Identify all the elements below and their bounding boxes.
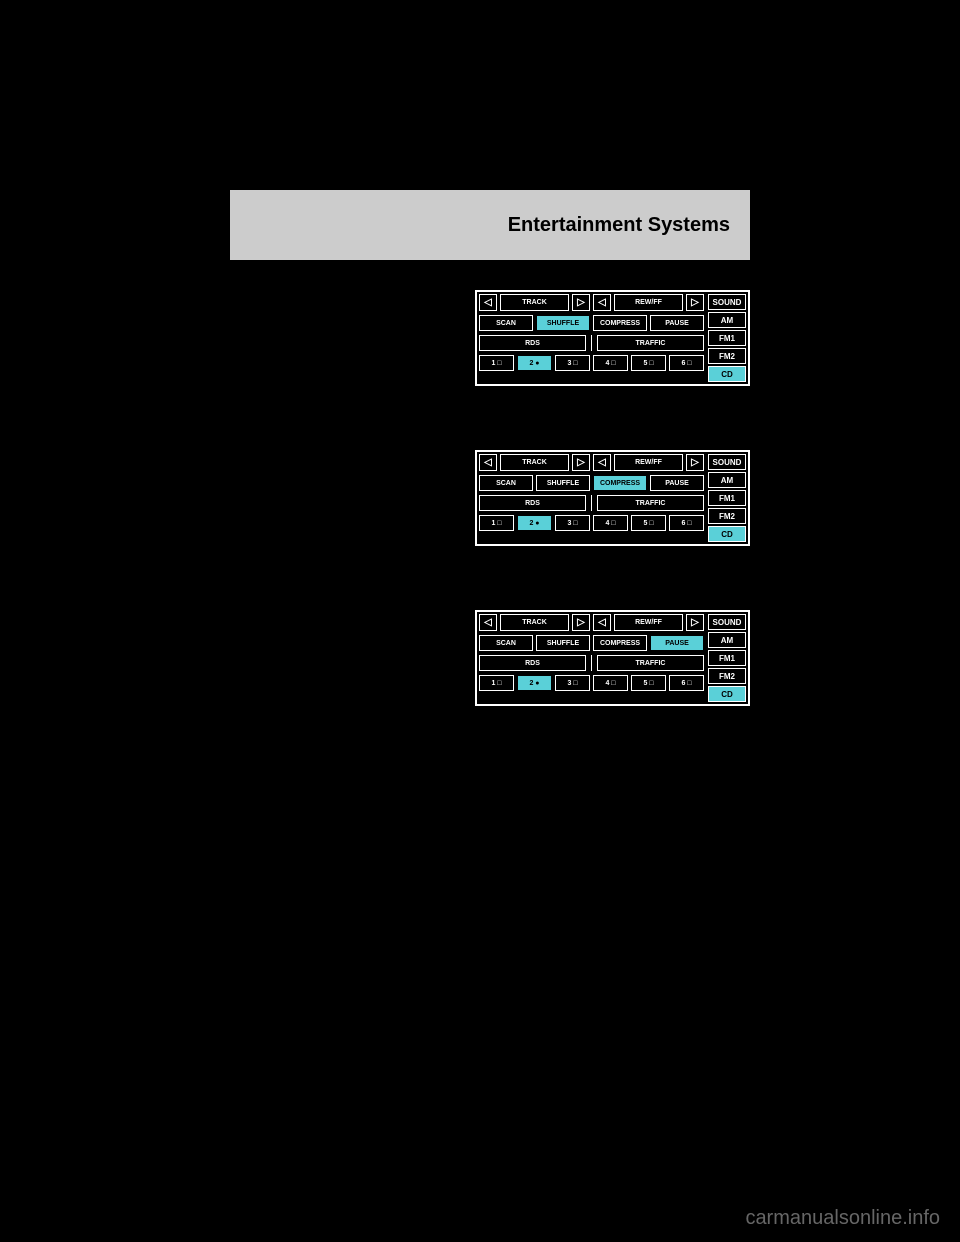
divider bbox=[591, 495, 592, 511]
track-prev-button[interactable]: ◁ bbox=[479, 614, 497, 631]
pause-button[interactable]: PAUSE bbox=[650, 475, 704, 491]
cd-button[interactable]: CD bbox=[708, 526, 746, 542]
fm2-button[interactable]: FM2 bbox=[708, 508, 746, 524]
sound-button[interactable]: SOUND bbox=[708, 614, 746, 630]
sound-button[interactable]: SOUND bbox=[708, 454, 746, 470]
preset-button-3[interactable]: 3 □ bbox=[555, 675, 590, 691]
preset-button-4[interactable]: 4 □ bbox=[593, 675, 628, 691]
preset-button-1[interactable]: 1 □ bbox=[479, 515, 514, 531]
cd-button[interactable]: CD bbox=[708, 686, 746, 702]
preset-button-1[interactable]: 1 □ bbox=[479, 355, 514, 371]
shuffle-button[interactable]: SHUFFLE bbox=[536, 315, 590, 331]
pause-button[interactable]: PAUSE bbox=[650, 315, 704, 331]
preset-button-6[interactable]: 6 □ bbox=[669, 675, 704, 691]
track-prev-button[interactable]: ◁ bbox=[479, 294, 497, 311]
cd-button[interactable]: CD bbox=[708, 366, 746, 382]
radio-panel: ◁ TRACK ▷ ◁ REW/FF ▷ SCAN SHUFFLE COMPRE… bbox=[475, 290, 750, 386]
preset-button-3[interactable]: 3 □ bbox=[555, 515, 590, 531]
compress-button[interactable]: COMPRESS bbox=[593, 315, 647, 331]
rew-button[interactable]: ◁ bbox=[593, 454, 611, 471]
rds-button[interactable]: RDS bbox=[479, 655, 586, 671]
content-section: ◁ TRACK ▷ ◁ REW/FF ▷ SCAN SHUFFLE COMPRE… bbox=[230, 290, 750, 420]
rds-button[interactable]: RDS bbox=[479, 335, 586, 351]
track-label: TRACK bbox=[500, 454, 569, 471]
traffic-button[interactable]: TRAFFIC bbox=[597, 335, 704, 351]
traffic-button[interactable]: TRAFFIC bbox=[597, 655, 704, 671]
scan-button[interactable]: SCAN bbox=[479, 315, 533, 331]
rewff-label: REW/FF bbox=[614, 294, 683, 311]
rew-button[interactable]: ◁ bbox=[593, 294, 611, 311]
divider bbox=[591, 335, 592, 351]
content-section: ◁ TRACK ▷ ◁ REW/FF ▷ SCAN SHUFFLE COMPRE… bbox=[230, 610, 750, 740]
track-label: TRACK bbox=[500, 294, 569, 311]
preset-button-2[interactable]: 2 ● bbox=[517, 355, 552, 371]
am-button[interactable]: AM bbox=[708, 312, 746, 328]
fm1-button[interactable]: FM1 bbox=[708, 330, 746, 346]
rewff-label: REW/FF bbox=[614, 614, 683, 631]
track-next-button[interactable]: ▷ bbox=[572, 294, 590, 311]
preset-button-5[interactable]: 5 □ bbox=[631, 355, 666, 371]
pause-button[interactable]: PAUSE bbox=[650, 635, 704, 651]
preset-button-1[interactable]: 1 □ bbox=[479, 675, 514, 691]
fm2-button[interactable]: FM2 bbox=[708, 348, 746, 364]
radio-panel: ◁ TRACK ▷ ◁ REW/FF ▷ SCAN SHUFFLE COMPRE… bbox=[475, 450, 750, 546]
scan-button[interactable]: SCAN bbox=[479, 475, 533, 491]
rew-button[interactable]: ◁ bbox=[593, 614, 611, 631]
compress-button[interactable]: COMPRESS bbox=[593, 475, 647, 491]
preset-button-4[interactable]: 4 □ bbox=[593, 355, 628, 371]
divider bbox=[591, 655, 592, 671]
rewff-label: REW/FF bbox=[614, 454, 683, 471]
preset-button-4[interactable]: 4 □ bbox=[593, 515, 628, 531]
track-next-button[interactable]: ▷ bbox=[572, 454, 590, 471]
fm2-button[interactable]: FM2 bbox=[708, 668, 746, 684]
am-button[interactable]: AM bbox=[708, 632, 746, 648]
header-bar: Entertainment Systems bbox=[230, 190, 750, 260]
preset-button-5[interactable]: 5 □ bbox=[631, 515, 666, 531]
page-title: Entertainment Systems bbox=[508, 214, 730, 237]
ff-button[interactable]: ▷ bbox=[686, 614, 704, 631]
fm1-button[interactable]: FM1 bbox=[708, 490, 746, 506]
traffic-button[interactable]: TRAFFIC bbox=[597, 495, 704, 511]
ff-button[interactable]: ▷ bbox=[686, 294, 704, 311]
track-next-button[interactable]: ▷ bbox=[572, 614, 590, 631]
fm1-button[interactable]: FM1 bbox=[708, 650, 746, 666]
preset-button-2[interactable]: 2 ● bbox=[517, 515, 552, 531]
preset-button-2[interactable]: 2 ● bbox=[517, 675, 552, 691]
preset-button-3[interactable]: 3 □ bbox=[555, 355, 590, 371]
radio-panel: ◁ TRACK ▷ ◁ REW/FF ▷ SCAN SHUFFLE COMPRE… bbox=[475, 610, 750, 706]
preset-button-5[interactable]: 5 □ bbox=[631, 675, 666, 691]
ff-button[interactable]: ▷ bbox=[686, 454, 704, 471]
scan-button[interactable]: SCAN bbox=[479, 635, 533, 651]
shuffle-button[interactable]: SHUFFLE bbox=[536, 635, 590, 651]
watermark: carmanualsonline.info bbox=[745, 1207, 940, 1230]
compress-button[interactable]: COMPRESS bbox=[593, 635, 647, 651]
am-button[interactable]: AM bbox=[708, 472, 746, 488]
shuffle-button[interactable]: SHUFFLE bbox=[536, 475, 590, 491]
content-section: ◁ TRACK ▷ ◁ REW/FF ▷ SCAN SHUFFLE COMPRE… bbox=[230, 450, 750, 580]
track-prev-button[interactable]: ◁ bbox=[479, 454, 497, 471]
track-label: TRACK bbox=[500, 614, 569, 631]
preset-button-6[interactable]: 6 □ bbox=[669, 355, 704, 371]
sound-button[interactable]: SOUND bbox=[708, 294, 746, 310]
preset-button-6[interactable]: 6 □ bbox=[669, 515, 704, 531]
rds-button[interactable]: RDS bbox=[479, 495, 586, 511]
